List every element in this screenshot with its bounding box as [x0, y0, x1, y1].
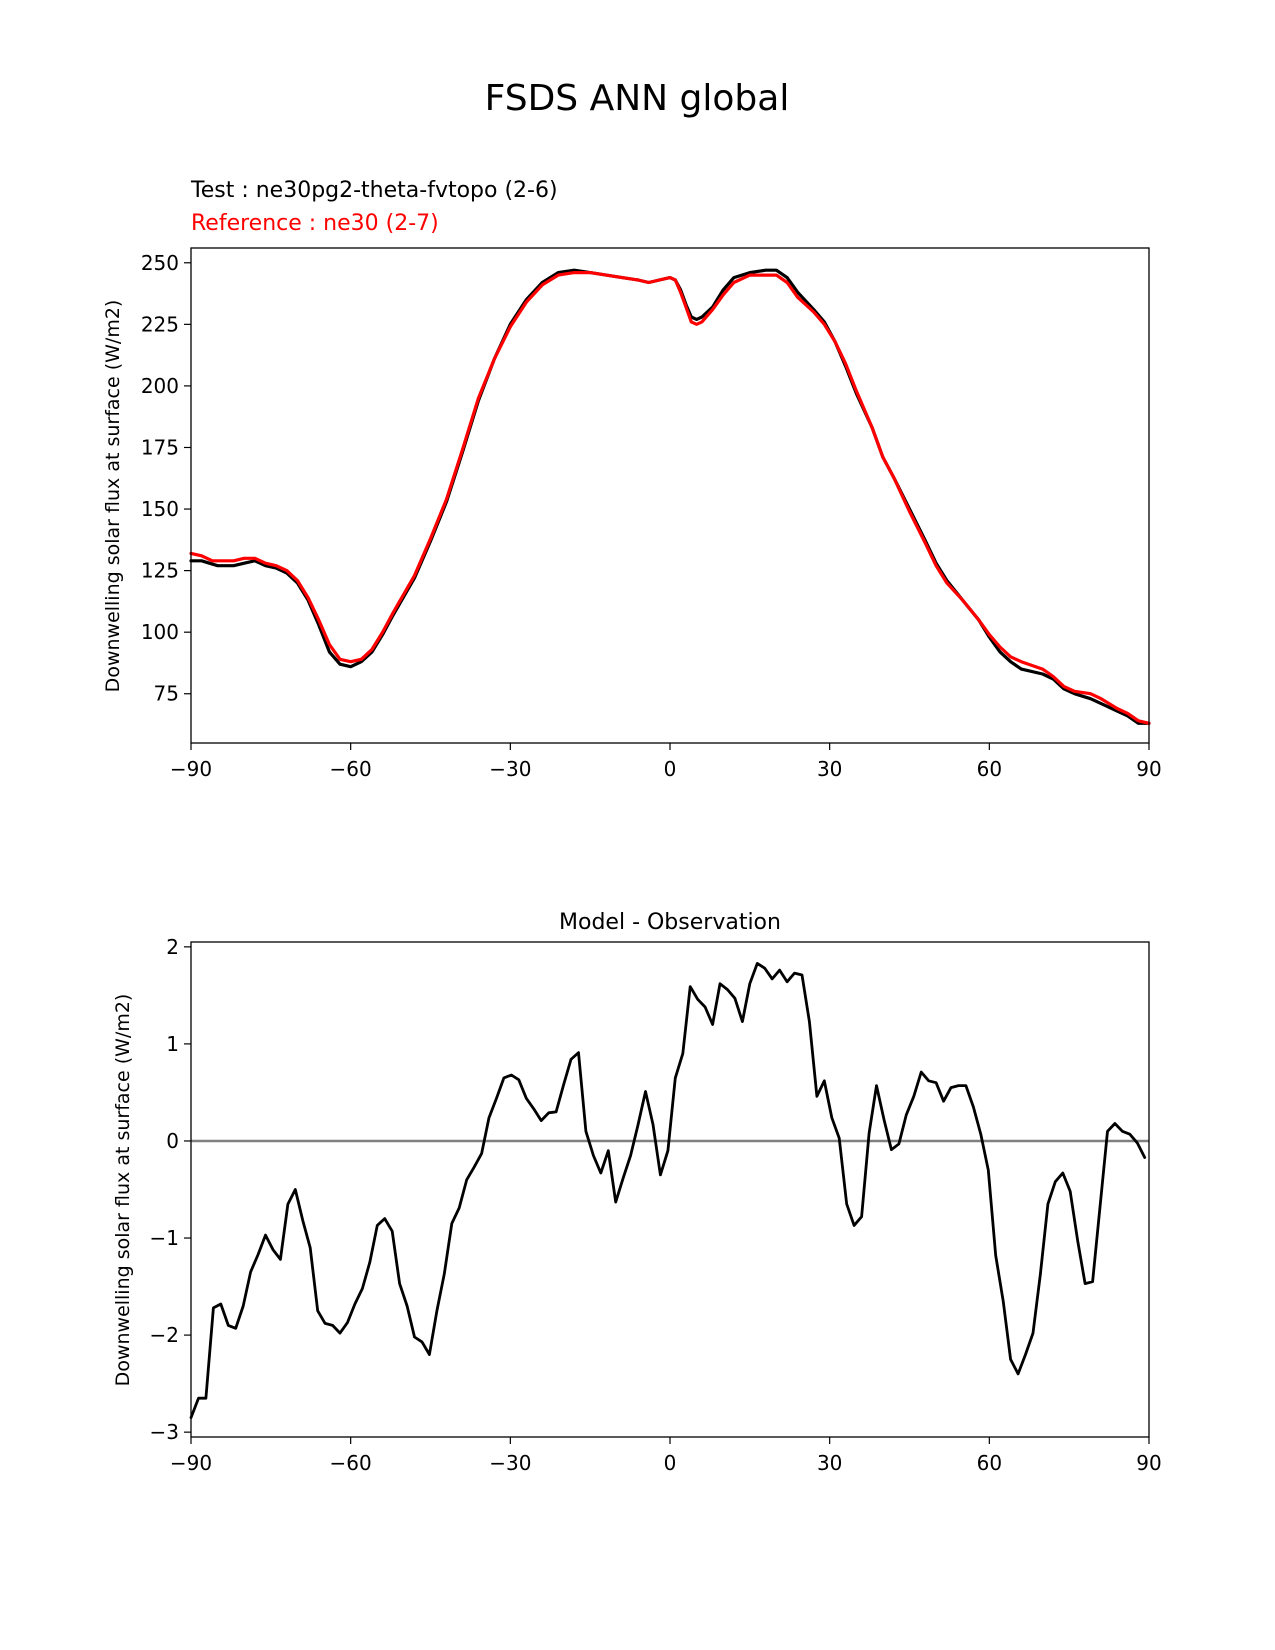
y-tick-label: 125: [141, 559, 179, 583]
figure-title: FSDS ANN global: [485, 78, 790, 119]
x-tick-label: −60: [330, 757, 372, 781]
y-tick-label: 150: [141, 497, 179, 521]
top-lines: [189, 268, 1151, 725]
top-ticks: −90 −60 −30 0 30 60 90 75 100 125 150 175 200 225 250: [141, 251, 1162, 781]
legend-test-label: Test : ne30pg2-theta-fvtopo (2-6): [190, 178, 558, 203]
x-tick-label: 30: [817, 1451, 842, 1475]
x-tick-label: 90: [1136, 1451, 1161, 1475]
bottom-ticks: −90 −60 −30 0 30 60 90 −3 −2 −1 0 1 2: [150, 935, 1162, 1475]
x-tick-label: 90: [1136, 757, 1161, 781]
x-tick-label: 60: [977, 1451, 1002, 1475]
x-tick-label: −90: [170, 1451, 212, 1475]
top-axes-frame: [190, 247, 1150, 744]
y-tick-label: −3: [150, 1420, 179, 1444]
x-tick-label: 0: [664, 757, 677, 781]
x-tick-label: 0: [664, 1451, 677, 1475]
y-tick-label: 1: [166, 1032, 179, 1056]
y-tick-label: 0: [166, 1129, 179, 1153]
y-tick-label: −2: [150, 1323, 179, 1347]
x-tick-label: −30: [489, 1451, 531, 1475]
y-tick-label: 200: [141, 374, 179, 398]
top-y-axis-label: Downwelling solar flux at surface (W/m2): [102, 300, 124, 693]
top-chart: Test : ne30pg2-theta-fvtopo (2-6) Refere…: [102, 178, 1162, 781]
y-tick-label: 175: [141, 435, 179, 459]
y-tick-label: 250: [141, 251, 179, 275]
legend-reference-label: Reference : ne30 (2-7): [191, 211, 439, 236]
x-tick-label: −60: [330, 1451, 372, 1475]
bottom-y-axis-label: Downwelling solar flux at surface (W/m2): [112, 994, 134, 1387]
series-line-0: [189, 962, 1147, 1419]
x-tick-label: −90: [170, 757, 212, 781]
y-tick-label: 2: [166, 935, 179, 959]
y-tick-label: 75: [154, 682, 179, 706]
bottom-axes-frame: [190, 941, 1150, 1438]
y-tick-label: 225: [141, 312, 179, 336]
y-tick-label: −1: [150, 1226, 179, 1250]
x-tick-label: −30: [489, 757, 531, 781]
x-tick-label: 30: [817, 757, 842, 781]
x-tick-label: 60: [977, 757, 1002, 781]
bottom-lines: [189, 962, 1149, 1419]
y-tick-label: 100: [141, 620, 179, 644]
bottom-chart-title: Model - Observation: [559, 910, 781, 935]
bottom-chart: Model - Observation −90 −60 −30 0 30 60 90 −3 −2…: [112, 910, 1162, 1475]
series-line-1: [189, 271, 1151, 725]
series-line-0: [189, 268, 1151, 725]
